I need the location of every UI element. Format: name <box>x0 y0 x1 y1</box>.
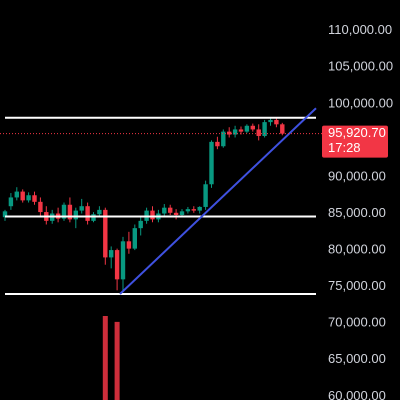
candle-body <box>197 206 202 211</box>
y-tick-label: 60,000.00 <box>328 388 386 400</box>
candle-body <box>73 210 78 220</box>
candle-body <box>262 122 267 137</box>
candle-body <box>126 241 132 249</box>
countdown-label: 17:28 <box>328 140 361 155</box>
candle-body <box>38 201 43 213</box>
y-tick-label: 65,000.00 <box>328 351 386 366</box>
y-tick-label: 85,000.00 <box>328 205 386 220</box>
candle-body <box>173 212 179 215</box>
candle-body <box>14 191 19 198</box>
candle-body <box>221 131 226 147</box>
y-tick-label: 70,000.00 <box>328 315 386 330</box>
y-tick-label: 80,000.00 <box>328 242 386 257</box>
candle-body <box>256 129 261 137</box>
volume-pane <box>102 316 120 400</box>
candle-body <box>232 129 238 135</box>
candle-body <box>168 207 173 213</box>
candle-body <box>67 204 73 220</box>
candle-body <box>109 250 114 258</box>
candle-body <box>114 250 120 280</box>
last-price-box <box>322 125 388 158</box>
candle-body <box>120 241 126 280</box>
candle-body <box>8 197 14 207</box>
candle-body <box>179 211 185 215</box>
candle-body <box>274 119 279 125</box>
candle-body <box>61 204 67 219</box>
candle-body <box>103 209 108 258</box>
candle-body <box>280 124 285 134</box>
y-tick-label: 110,000.00 <box>328 22 392 37</box>
candle-body <box>2 211 8 218</box>
drawings <box>0 107 322 295</box>
candle-body <box>26 195 31 201</box>
candle-body <box>162 207 167 214</box>
y-tick-label: 100,000.00 <box>328 95 393 110</box>
candle-body <box>203 184 208 207</box>
y-tick-label: 105,000.00 <box>328 59 393 74</box>
candle-body <box>209 141 214 185</box>
volume-bar <box>114 321 120 400</box>
candle-body <box>215 141 220 147</box>
candle-body <box>250 125 255 130</box>
candle-body <box>185 209 191 212</box>
last-price-label: 95,920.70 <box>328 125 386 140</box>
y-tick-label: 90,000.00 <box>328 168 386 183</box>
candle-body <box>85 206 90 221</box>
candle-body <box>150 210 155 220</box>
candle-body <box>97 209 102 215</box>
candle-body <box>20 191 25 201</box>
candle-body <box>91 214 96 221</box>
trend-line <box>119 107 317 295</box>
candle-body <box>227 131 232 135</box>
volume-bar <box>102 316 108 400</box>
candle-body <box>238 129 244 132</box>
candle-body <box>191 209 196 211</box>
candle-body <box>138 220 143 229</box>
candle-body <box>79 206 84 211</box>
candle-body <box>268 119 273 123</box>
candle-body <box>132 228 137 249</box>
candle-body <box>32 195 37 202</box>
candle-body <box>244 125 250 132</box>
y-tick-label: 75,000.00 <box>328 278 386 293</box>
price-axis: 110,000.00 105,000.00 100,000.00 90,000.00 8… <box>322 22 393 400</box>
